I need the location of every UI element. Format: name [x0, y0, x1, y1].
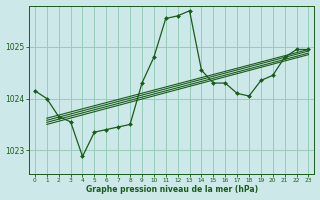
X-axis label: Graphe pression niveau de la mer (hPa): Graphe pression niveau de la mer (hPa): [86, 185, 258, 194]
